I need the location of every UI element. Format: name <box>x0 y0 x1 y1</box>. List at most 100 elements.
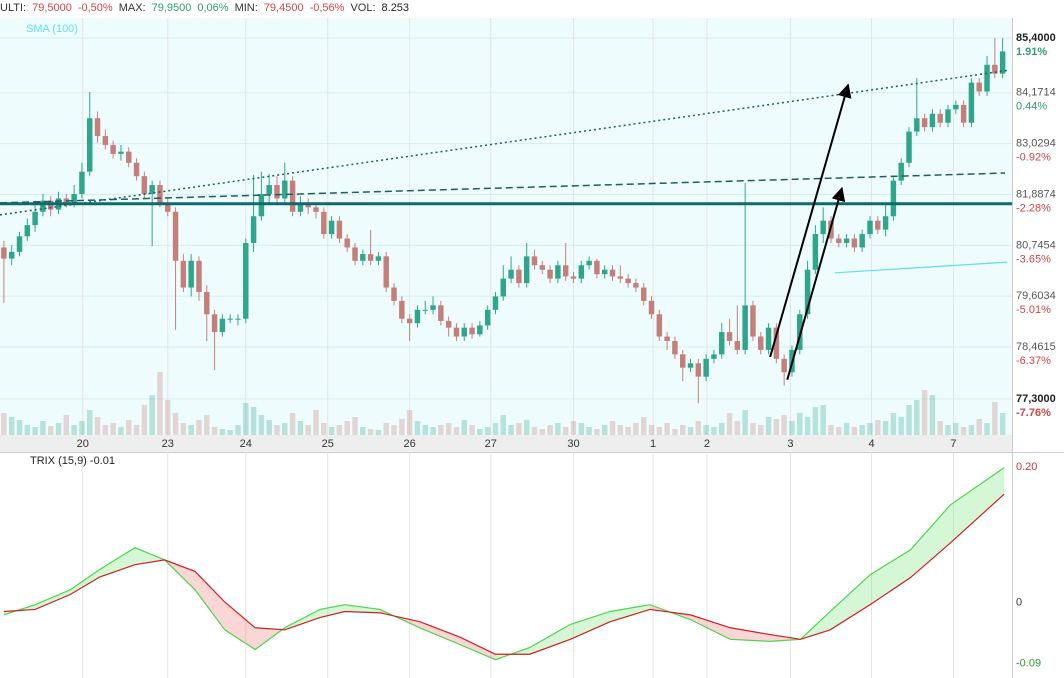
volume-bar <box>305 425 311 435</box>
candle-body <box>804 269 811 315</box>
candle-body <box>149 185 155 194</box>
candle-body <box>781 358 787 373</box>
candle-body <box>344 238 350 248</box>
candle-body <box>79 171 85 194</box>
volume-bar <box>289 413 296 435</box>
volume-bar <box>781 415 787 435</box>
volume-bar <box>828 425 834 435</box>
candle-body <box>687 363 694 368</box>
candle-body <box>102 136 109 145</box>
x-tick-label: 25 <box>322 438 334 450</box>
volume-bar <box>188 425 194 435</box>
volume-bar <box>204 415 210 435</box>
candle-body <box>555 265 561 279</box>
candle-body <box>726 332 733 341</box>
volume-bar <box>110 423 116 435</box>
candle-body <box>266 185 272 194</box>
y-tick-label: 0.20 <box>1016 461 1037 473</box>
candle-body <box>617 276 624 279</box>
candle-body <box>929 113 936 128</box>
candle-body <box>594 260 600 275</box>
y-tick-label: 81,8874 <box>1016 188 1056 200</box>
candle-body <box>633 283 639 288</box>
candle-body <box>648 300 655 315</box>
candle-body <box>211 314 218 333</box>
volume-bar <box>367 429 374 435</box>
candle-body <box>297 202 304 212</box>
y-tick-label: 80,7454 <box>1016 239 1056 251</box>
volume-bar <box>438 425 444 435</box>
candle-body <box>492 296 499 310</box>
volume-bar <box>953 423 959 435</box>
x-tick-label: 4 <box>868 438 874 450</box>
y-tick-pct: 0.44% <box>1016 101 1047 113</box>
volume-bar <box>523 420 530 435</box>
volume-bar <box>165 400 171 435</box>
header-change: -0,56% <box>309 2 345 14</box>
candle-body <box>219 318 226 333</box>
volume-bar <box>414 421 421 435</box>
header-value: 8.253 <box>381 2 410 14</box>
candle-body <box>250 216 257 243</box>
candle-body <box>360 254 366 261</box>
candle-body <box>227 318 233 320</box>
header: ULTI: 79,5000 -0,50% MAX: 79,9500 0,06% MIN: 79… <box>0 0 415 17</box>
volume-bar <box>711 427 717 435</box>
trix-fill <box>224 601 256 650</box>
volume-bar <box>79 421 85 435</box>
x-tick-label: 20 <box>77 438 89 450</box>
volume-bar <box>321 423 327 435</box>
candle-body <box>890 180 897 217</box>
volume-bar <box>726 413 733 435</box>
volume-bar <box>430 427 436 435</box>
candle-body <box>157 185 163 203</box>
candle-body <box>243 242 249 319</box>
candle-body <box>656 314 663 337</box>
candle-body <box>531 256 538 266</box>
volume-bar <box>695 421 702 435</box>
volume-bar <box>344 421 350 435</box>
x-tick-label: 23 <box>162 438 174 450</box>
candle-body <box>797 314 803 350</box>
volume-bar <box>945 425 951 435</box>
y-tick-label: 83,0294 <box>1016 138 1056 150</box>
header-label: VOL: <box>350 2 376 14</box>
candle-body <box>945 109 951 123</box>
candle-body <box>469 327 475 335</box>
y-tick-label: 84,1714 <box>1016 87 1056 99</box>
candle-body <box>984 64 990 92</box>
x-axis-strip <box>0 435 1012 452</box>
volume-bar <box>984 423 990 435</box>
candle-body <box>1 247 7 259</box>
trend-line <box>0 172 1006 204</box>
trix-line <box>3 493 1005 655</box>
trix-fill <box>730 627 771 642</box>
candle-body <box>406 318 413 324</box>
candle-body <box>391 287 397 301</box>
volume-bar <box>16 420 23 435</box>
candle-body <box>703 358 709 377</box>
candle-body <box>539 265 546 270</box>
volume-bar <box>469 425 475 435</box>
candle-body <box>438 305 444 321</box>
volume-bar <box>890 413 897 435</box>
volume-bar <box>227 430 233 435</box>
volume-bar <box>445 423 452 435</box>
trix-fill <box>70 569 100 595</box>
x-tick-label: 30 <box>567 438 579 450</box>
candle-body <box>336 220 343 239</box>
volume-bar <box>180 423 187 435</box>
volume-bar <box>484 427 491 435</box>
volume-bar <box>55 423 62 435</box>
volume-bar <box>578 423 585 435</box>
volume-bar <box>906 405 912 435</box>
volume-bar <box>633 423 639 435</box>
volume-bar <box>687 427 694 435</box>
candle-body <box>8 251 15 259</box>
volume-bar <box>875 420 881 435</box>
volume-bar <box>211 427 218 435</box>
panel-title: TRIX (15,9) -0.01 <box>30 455 115 467</box>
candle-body <box>640 287 647 301</box>
y-tick-label: -0.09 <box>1016 658 1041 670</box>
